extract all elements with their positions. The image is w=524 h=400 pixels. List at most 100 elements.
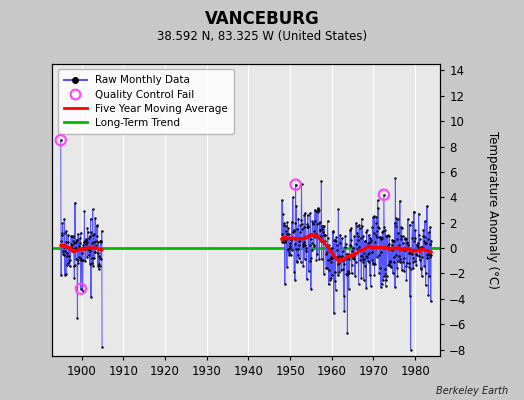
Point	[97, 228, 106, 234]
Point	[406, 222, 414, 228]
Point	[367, 237, 376, 243]
Point	[357, 274, 365, 281]
Point	[290, 268, 299, 275]
Point	[377, 248, 385, 255]
Point	[405, 264, 413, 270]
Point	[391, 284, 399, 290]
Point	[60, 252, 68, 259]
Point	[288, 235, 297, 241]
Point	[350, 252, 358, 259]
Point	[394, 258, 402, 265]
Point	[319, 223, 328, 230]
Point	[371, 261, 379, 268]
Point	[286, 243, 294, 250]
Point	[84, 246, 92, 252]
Point	[318, 256, 326, 262]
Point	[59, 251, 68, 258]
Point	[63, 250, 72, 256]
Point	[81, 258, 89, 264]
Point	[285, 250, 293, 256]
Point	[421, 218, 429, 224]
Point	[292, 257, 301, 264]
Point	[336, 255, 345, 261]
Text: 38.592 N, 83.325 W (United States): 38.592 N, 83.325 W (United States)	[157, 30, 367, 43]
Point	[315, 256, 323, 262]
Point	[359, 255, 367, 262]
Point	[355, 247, 364, 254]
Point	[418, 273, 426, 279]
Point	[291, 220, 299, 226]
Point	[294, 254, 303, 261]
Point	[399, 240, 407, 246]
Point	[381, 270, 389, 277]
Point	[322, 242, 331, 248]
Point	[383, 272, 391, 279]
Point	[389, 238, 398, 244]
Point	[415, 232, 423, 238]
Point	[291, 182, 300, 188]
Point	[340, 308, 348, 314]
Point	[376, 234, 385, 240]
Point	[311, 234, 320, 241]
Point	[301, 248, 310, 254]
Point	[424, 292, 432, 298]
Point	[416, 236, 424, 242]
Point	[380, 265, 389, 272]
Point	[329, 228, 337, 234]
Point	[59, 244, 68, 250]
Point	[82, 235, 91, 242]
Point	[399, 259, 408, 265]
Text: VANCEBURG: VANCEBURG	[205, 10, 319, 28]
Point	[301, 242, 310, 248]
Point	[357, 216, 366, 222]
Point	[349, 255, 357, 261]
Point	[373, 234, 381, 240]
Point	[91, 248, 100, 255]
Point	[362, 252, 370, 259]
Point	[80, 245, 88, 251]
Point	[411, 258, 419, 264]
Point	[336, 256, 345, 262]
Point	[361, 238, 369, 244]
Point	[279, 211, 287, 217]
Point	[282, 231, 291, 237]
Point	[374, 205, 383, 211]
Point	[334, 206, 343, 212]
Point	[390, 259, 398, 266]
Point	[359, 233, 367, 240]
Point	[352, 220, 361, 226]
Point	[343, 330, 352, 336]
Point	[396, 236, 405, 242]
Point	[85, 261, 94, 267]
Point	[368, 256, 376, 263]
Point	[329, 254, 337, 260]
Point	[369, 214, 377, 221]
Point	[365, 250, 374, 256]
Point	[71, 200, 79, 206]
Point	[80, 208, 89, 214]
Point	[361, 262, 369, 269]
Point	[407, 346, 415, 353]
Point	[95, 261, 103, 267]
Point	[324, 281, 333, 288]
Point	[77, 286, 85, 292]
Point	[72, 245, 81, 251]
Point	[79, 257, 87, 264]
Point	[303, 224, 311, 230]
Point	[83, 238, 91, 245]
Point	[314, 205, 322, 211]
Point	[355, 222, 364, 228]
Point	[284, 246, 292, 252]
Point	[385, 232, 394, 239]
Point	[427, 238, 435, 244]
Point	[414, 244, 422, 250]
Point	[403, 216, 412, 222]
Point	[326, 254, 335, 261]
Point	[328, 255, 336, 262]
Point	[415, 252, 423, 259]
Point	[78, 244, 86, 251]
Point	[315, 220, 323, 226]
Point	[298, 225, 307, 232]
Point	[92, 242, 100, 248]
Point	[364, 259, 373, 265]
